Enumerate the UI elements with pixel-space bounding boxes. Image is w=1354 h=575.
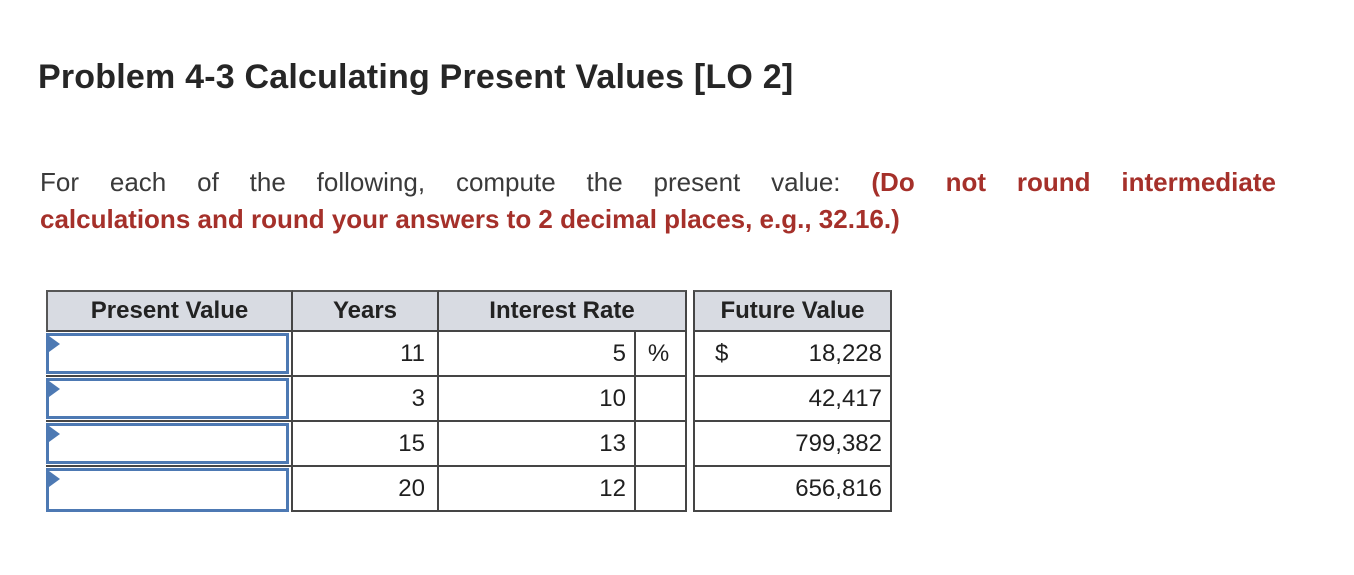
header-years: Years xyxy=(293,290,439,332)
present-value-input-box-1[interactable] xyxy=(46,333,289,374)
instructions-emphasis-text-2: calculations and round your answers to 2… xyxy=(40,204,900,234)
table-row-2-rate-unit xyxy=(636,377,687,422)
table-row-1-rate-unit: % xyxy=(636,332,687,377)
table-row-1-present-value-cell xyxy=(46,332,293,377)
table-row-1-future-value-cell: $ 18,228 xyxy=(693,332,892,377)
present-value-input-box-4[interactable] xyxy=(46,468,289,512)
table-row-1-years: 11 xyxy=(293,332,439,377)
table-row-4-future-value: 656,816 xyxy=(693,467,892,512)
present-value-input-3[interactable] xyxy=(49,426,286,461)
table-row-4-years: 20 xyxy=(293,467,439,512)
present-value-input-4[interactable] xyxy=(49,471,286,509)
instructions-line-1: For each of the following, compute the p… xyxy=(40,164,1276,201)
present-value-input-1[interactable] xyxy=(49,336,286,371)
table-row-4-interest-rate: 12 xyxy=(439,467,636,512)
row-1-gap xyxy=(687,332,693,377)
table-row-1-future-value: 18,228 xyxy=(808,339,882,367)
table-row-2-interest-rate: 10 xyxy=(439,377,636,422)
header-gap xyxy=(687,290,693,332)
present-value-input-box-3[interactable] xyxy=(46,423,289,464)
header-present-value: Present Value xyxy=(46,290,293,332)
currency-symbol: $ xyxy=(715,339,729,367)
table-row-3-present-value-cell xyxy=(46,422,293,467)
present-value-input-box-2[interactable] xyxy=(46,378,289,419)
table-row-2-present-value-cell xyxy=(46,377,293,422)
table-row-4-present-value-cell xyxy=(46,467,293,512)
page-title: Problem 4-3 Calculating Present Values [… xyxy=(38,58,794,96)
instructions-normal-text: For each of the following, compute the p… xyxy=(40,167,872,197)
instructions-emphasis-text: (Do not round intermediate xyxy=(871,167,1276,197)
instructions: For each of the following, compute the p… xyxy=(40,164,1276,238)
table-row-2-years: 3 xyxy=(293,377,439,422)
table-row-1-interest-rate: 5 xyxy=(439,332,636,377)
table-row-2-future-value: 42,417 xyxy=(693,377,892,422)
header-interest-rate: Interest Rate xyxy=(439,290,687,332)
table-row-3-rate-unit xyxy=(636,422,687,467)
instructions-line-2: calculations and round your answers to 2… xyxy=(40,201,1276,238)
row-3-gap xyxy=(687,422,693,467)
header-future-value: Future Value xyxy=(693,290,892,332)
table-row-3-future-value: 799,382 xyxy=(693,422,892,467)
table-row-3-interest-rate: 13 xyxy=(439,422,636,467)
table-row-4-rate-unit xyxy=(636,467,687,512)
table-row-3-years: 15 xyxy=(293,422,439,467)
row-4-gap xyxy=(687,467,693,512)
row-2-gap xyxy=(687,377,693,422)
present-value-input-2[interactable] xyxy=(49,381,286,416)
present-value-table: Present Value Years Interest Rate Future… xyxy=(46,290,892,512)
